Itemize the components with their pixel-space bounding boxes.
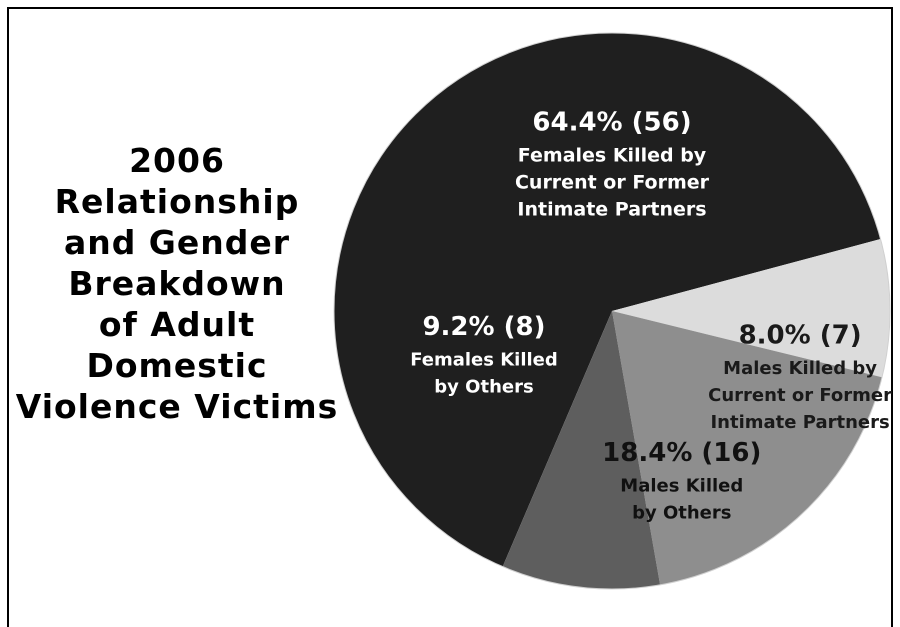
pie-outline bbox=[333, 32, 891, 590]
slice-value-label: 64.4% (56) bbox=[532, 107, 691, 137]
chart-title: 2006 Relationship and Gender Breakdown o… bbox=[12, 140, 342, 427]
title-line: 2006 bbox=[129, 141, 225, 180]
pie-slice bbox=[612, 311, 882, 585]
pie-slice bbox=[502, 311, 661, 590]
chart-frame bbox=[7, 7, 893, 627]
slice-category-label: Females Killed bbox=[410, 350, 558, 371]
slice-category-label: by Others bbox=[632, 503, 731, 524]
pie-slice bbox=[334, 33, 881, 567]
title-line: Domestic bbox=[86, 346, 268, 385]
slice-category-label: Intimate Partners bbox=[517, 198, 706, 220]
title-line: Violence Victims bbox=[15, 387, 339, 426]
slice-value-label: 8.0% (7) bbox=[739, 320, 862, 350]
slice-category-label: Females Killed by bbox=[518, 144, 707, 166]
title-line: Relationship bbox=[54, 182, 300, 221]
pie-slice bbox=[612, 239, 890, 378]
slice-category-label: Current or Former bbox=[515, 171, 710, 193]
slice-value-label: 18.4% (16) bbox=[602, 438, 761, 468]
slice-category-label: Intimate Partners bbox=[710, 412, 889, 433]
slice-value-label: 9.2% (8) bbox=[422, 312, 545, 342]
slice-category-label: Males Killed bbox=[620, 476, 743, 497]
slice-category-label: Males Killed by bbox=[723, 358, 877, 379]
title-line: Breakdown bbox=[68, 264, 286, 303]
title-line: of Adult bbox=[98, 305, 256, 344]
slice-category-label: Current or Former bbox=[708, 385, 892, 406]
title-line: and Gender bbox=[63, 223, 291, 262]
slice-category-label: by Others bbox=[434, 377, 533, 398]
